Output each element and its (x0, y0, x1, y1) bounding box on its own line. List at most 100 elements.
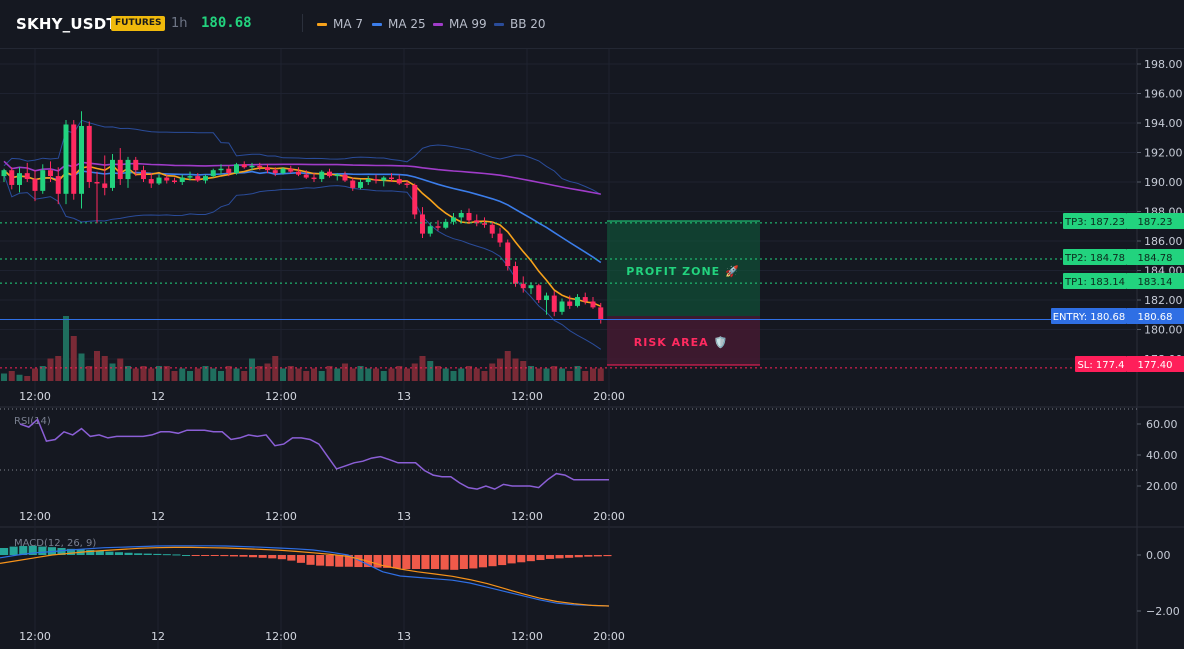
volume-bar (264, 363, 271, 381)
candle-body (63, 124, 69, 194)
candle-body (389, 177, 394, 180)
macd-pane: MACD(12, 26, 9) 0.00 −2.00 (0, 538, 1180, 618)
candle-body (257, 165, 263, 168)
volume-bar (427, 361, 434, 381)
volume-bar (179, 368, 186, 381)
legend-ma7-label: MA 7 (333, 17, 364, 31)
candle-body (265, 167, 270, 171)
tp1-tag[interactable]: TP1: 183.14 183.14 (1063, 273, 1184, 289)
volume-bar (272, 356, 279, 381)
volume-bar (419, 356, 426, 381)
macd-hist-bar (440, 555, 449, 570)
time-label-main: 13 (397, 390, 411, 403)
candle-body (296, 171, 301, 175)
candle-body (71, 124, 77, 194)
macd-hist-bar (459, 555, 468, 569)
time-label-main: 12 (151, 390, 165, 403)
candle-body (156, 177, 162, 184)
volume-bar (39, 366, 46, 381)
volume-bar (140, 366, 147, 381)
tp3-tag[interactable]: TP3: 187.23 187.23 (1063, 213, 1184, 229)
volume-bar (466, 366, 472, 381)
volume-bar (280, 368, 286, 381)
rsi-axis[interactable]: 60.00 40.00 20.00 (1137, 418, 1178, 493)
candle-body (427, 226, 433, 234)
volume-bar (163, 366, 170, 381)
level-tags: TP3: 187.23 187.23 TP2: 184.78 184.78 TP… (1051, 213, 1184, 372)
candle-body (381, 177, 387, 181)
symbol-name[interactable]: SKHY_USDT (16, 15, 117, 33)
volume-bar (117, 358, 124, 381)
volume-bar (520, 361, 527, 381)
candle-body (187, 176, 193, 178)
risk-area-label: RISK AREA 🛡️ (634, 336, 728, 349)
price-tick-label: 190.00 (1144, 176, 1183, 189)
volume-bar (365, 368, 372, 381)
candle-body (334, 174, 340, 177)
macd-hist-bar (316, 555, 325, 566)
volume-bar (32, 368, 38, 381)
moving-averages (3, 160, 602, 308)
volume-bar (101, 356, 108, 381)
time-axis-main[interactable]: 12:00 12 12:00 13 12:00 20:00 (19, 390, 625, 403)
time-label-main: 12:00 (265, 390, 297, 403)
macd-hist-bar (431, 555, 440, 569)
macd-hist-bar (555, 555, 564, 559)
volume-bar (435, 366, 441, 381)
volume-bar (210, 368, 217, 381)
candle-body (342, 174, 348, 181)
volume-bar (24, 376, 31, 381)
rsi-tick-label: 20.00 (1146, 480, 1178, 493)
volume-bar (70, 336, 77, 381)
volume-bar (334, 368, 341, 381)
macd-hist-bar (0, 548, 9, 555)
macd-hist-bar (593, 555, 602, 557)
candle-body (40, 170, 46, 191)
grid-lines (0, 49, 1137, 649)
volume-bar (342, 363, 348, 381)
volume-bar (78, 353, 85, 381)
trade-zones: PROFIT ZONE 🚀 RISK AREA 🛡️ (607, 220, 760, 366)
macd-hist-bar (191, 555, 200, 556)
macd-axis[interactable]: 0.00 −2.00 (1137, 549, 1180, 618)
bollinger-bands (3, 119, 602, 350)
candle-body (404, 183, 410, 185)
macd-hist-bar (517, 555, 526, 563)
timeframe-selector[interactable]: 1h (171, 16, 188, 31)
candle-body (48, 170, 53, 177)
volume-bar (171, 371, 178, 381)
entry-tag[interactable]: ENTRY: 180.68 180.68 (1051, 308, 1184, 324)
candle-body (218, 168, 224, 171)
volume-bar (597, 368, 604, 381)
legend-bb20[interactable]: BB 20 (494, 17, 546, 31)
candle-body (358, 182, 363, 188)
legend-ma25[interactable]: MA 25 (372, 17, 426, 31)
candle-body (249, 165, 255, 168)
rsi-title: RSI(14) (14, 416, 51, 427)
candle-body (133, 159, 139, 171)
candle-body (443, 221, 449, 228)
legend-ma99[interactable]: MA 99 (433, 17, 487, 31)
macd-signal-line (0, 546, 610, 607)
volume-bar (396, 366, 403, 381)
time-label-macd: 12:00 (265, 630, 297, 643)
time-label-rsi: 12 (151, 510, 165, 523)
candle-body (32, 179, 38, 191)
macd-hist-bar (220, 555, 229, 557)
ma7-line (3, 164, 602, 308)
time-label-rsi: 12:00 (511, 510, 543, 523)
legend-ma7[interactable]: MA 7 (317, 17, 363, 31)
volume-bar (256, 366, 263, 381)
candle-body (536, 285, 542, 300)
candle-body (497, 233, 503, 243)
volume-bar (318, 371, 325, 381)
candle-body (117, 159, 123, 180)
candle-body (195, 176, 201, 181)
ma99-swatch (433, 22, 443, 26)
volume-bar (590, 368, 596, 381)
legend-ma99-label: MA 99 (449, 17, 487, 31)
tp2-tag[interactable]: TP2: 184.78 184.78 (1063, 249, 1184, 265)
macd-hist-bar (153, 553, 162, 555)
sl-tag[interactable]: SL: 177.4 177.40 (1075, 356, 1184, 372)
